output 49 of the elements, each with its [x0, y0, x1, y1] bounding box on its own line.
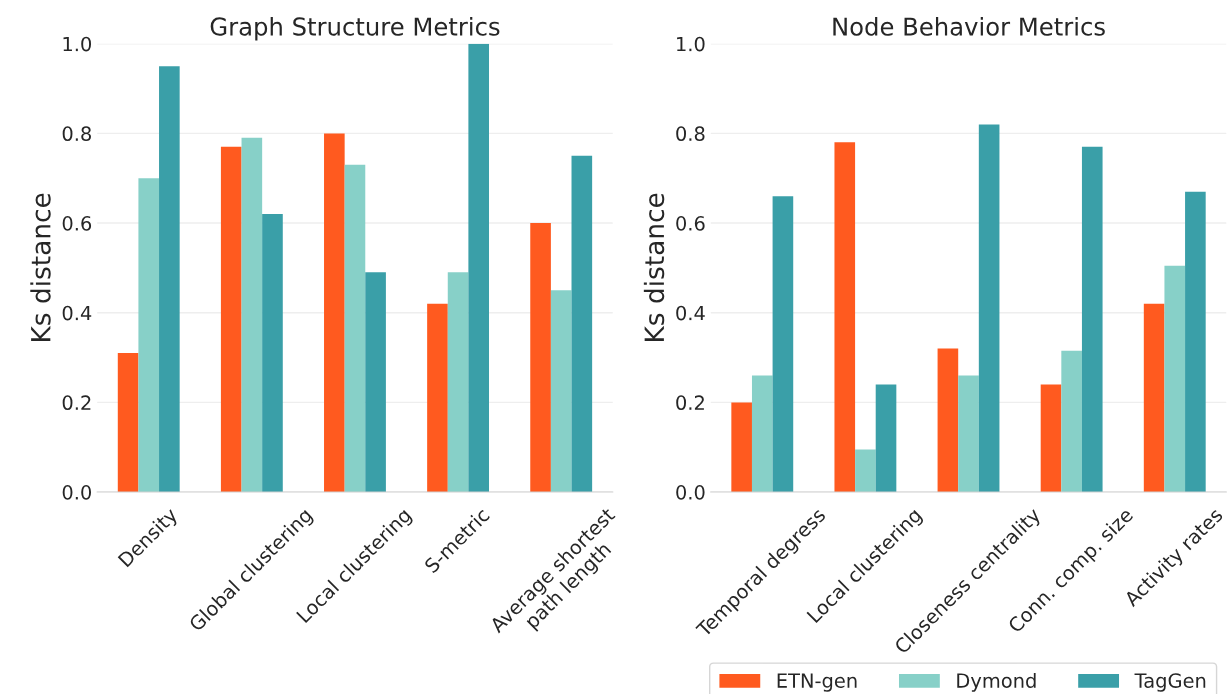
bar: [365, 272, 386, 493]
y-tick-label: 0.8: [62, 126, 91, 142]
y-tick-label: 0.4: [676, 305, 705, 321]
bar: [1185, 191, 1206, 493]
legend-label: TagGen: [1134, 673, 1206, 692]
legend-label: ETN-gen: [777, 673, 857, 692]
bar: [468, 43, 490, 493]
y-axis-title: Ks distance: [30, 193, 51, 341]
bar: [958, 375, 979, 493]
bar: [117, 353, 139, 493]
bar: [1061, 350, 1082, 493]
bar: [731, 402, 752, 493]
bar: [1040, 384, 1062, 493]
bar: [324, 133, 345, 493]
bar: [427, 303, 448, 493]
y-tick-label: 0.2: [62, 395, 91, 411]
chart-title: Node Behavior Metrics: [833, 16, 1105, 36]
bar: [344, 164, 366, 493]
bar: [447, 272, 469, 493]
bar: [530, 223, 551, 493]
bar: [875, 384, 897, 493]
bar: [262, 214, 283, 493]
bar: [241, 137, 263, 493]
y-tick-label: 0.6: [676, 216, 705, 231]
bar: [978, 124, 1000, 493]
bar: [1081, 146, 1103, 493]
y-tick-label: 1.0: [63, 36, 92, 52]
y-tick-label: 0.2: [676, 395, 704, 411]
legend-label: Dymond: [957, 672, 1036, 692]
bar: [159, 66, 180, 493]
y-tick-label: 0.8: [676, 126, 705, 142]
bar: [855, 449, 876, 493]
y-tick-label: 0.0: [62, 485, 92, 500]
bar: [138, 178, 160, 493]
bar: [1164, 265, 1186, 493]
bar: [1143, 303, 1165, 493]
y-tick-label: 1.0: [677, 36, 705, 52]
y-tick-label: 0.6: [62, 216, 92, 231]
chart-title: Graph Structure Metrics: [210, 16, 500, 41]
bar: [220, 146, 242, 493]
y-axis-title: Ks distance: [643, 193, 665, 341]
y-tick-label: 0.0: [676, 485, 705, 500]
bar: [937, 348, 959, 493]
bar: [550, 290, 572, 493]
y-tick-label: 0.4: [62, 305, 92, 321]
bar: [834, 142, 856, 493]
bar: [751, 375, 773, 493]
bar: [571, 155, 593, 493]
bar: [772, 196, 794, 493]
